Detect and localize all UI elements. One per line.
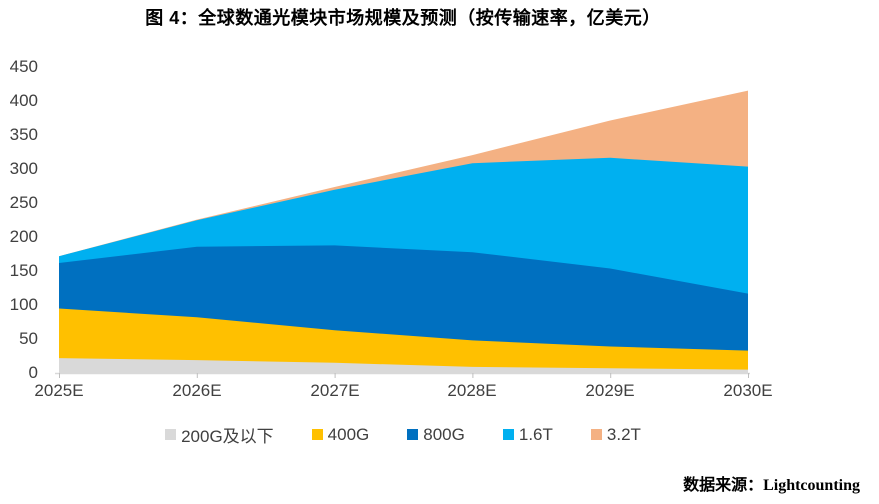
legend-swatch-800g-icon [407, 429, 419, 440]
x-tick-label-2025e: 2025E [34, 381, 84, 400]
legend-swatch-1-6t-icon [502, 429, 514, 440]
legend-label-200g: 200G及以下 [181, 427, 274, 446]
y-tick-label-200: 200 [9, 227, 38, 246]
chart-title: 图 4：全球数通光模块市场规模及预测（按传输速率，亿美元） [145, 8, 661, 28]
x-tick-label-2029e: 2029E [585, 381, 635, 400]
legend-label-1-6t: 1.6T [518, 424, 553, 444]
y-tick-label-450: 450 [9, 57, 38, 76]
legend-item-200g-and-below: 200G及以下 [165, 422, 274, 447]
y-tick-label-50: 50 [19, 329, 38, 348]
x-tick-label-2027e: 2027E [310, 381, 360, 400]
x-tick-label-2028e: 2028E [447, 381, 497, 400]
data-source-note: 数据来源：Lightcounting [683, 471, 860, 495]
legend-item-3-2t: 3.2T [590, 424, 641, 445]
legend-swatch-400g-icon [311, 429, 323, 440]
x-tick-label-2026e: 2026E [172, 381, 222, 400]
area-series-400G [59, 308, 748, 373]
y-tick-label-300: 300 [9, 159, 38, 178]
y-tick-label-400: 400 [9, 91, 38, 110]
area-series-200G及以下 [59, 358, 748, 373]
x-tick-label-2030e: 2030E [723, 381, 773, 400]
legend-item-400g: 400G [311, 424, 370, 445]
y-tick-label-0: 0 [28, 363, 38, 382]
chart-legend: 200G及以下 400G 800G 1.6T 3.2T [0, 422, 806, 447]
legend-swatch-200g-icon [165, 429, 177, 440]
y-tick-label-100: 100 [9, 295, 38, 314]
y-tick-label-350: 350 [9, 125, 38, 144]
y-tick-label-150: 150 [9, 261, 38, 280]
legend-swatch-3-2t-icon [590, 429, 602, 440]
data-source-name: Lightcounting [763, 477, 860, 494]
legend-item-1-6t: 1.6T [502, 424, 553, 445]
legend-label-400g: 400G [327, 424, 370, 444]
legend-label-3-2t: 3.2T [606, 424, 641, 444]
legend-label-800g: 800G [423, 424, 465, 444]
legend-item-800g: 800G [407, 425, 465, 445]
data-source-prefix: 数据来源： [683, 477, 764, 494]
y-tick-label-250: 250 [9, 193, 38, 212]
